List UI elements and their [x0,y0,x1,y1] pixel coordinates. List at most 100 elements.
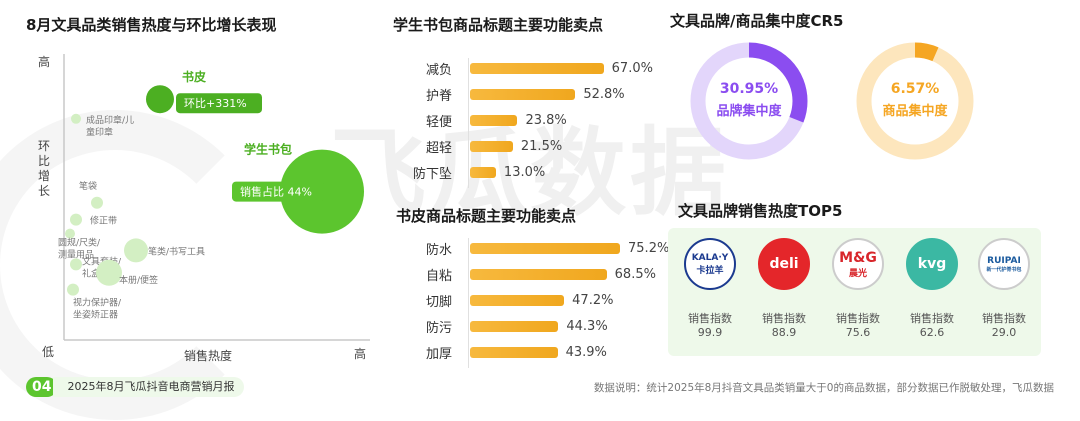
brand-logo-text: kvg [917,256,947,272]
footer-badge: 04 2025年8月飞瓜抖音电商营销月报 [26,377,245,397]
x-high-label: 高 [354,346,366,361]
bar [470,114,518,126]
bar-category-label: 超轻 [425,140,452,156]
bar-row: 防水 75.2% [426,238,670,258]
x-axis-label: 销售热度 [184,348,232,363]
scatter-point [65,228,75,239]
bar-category-label: 防水 [425,242,452,258]
bar-row: 自粘 68.5% [426,264,656,284]
scatter-point-label: 修正带 [90,215,117,227]
bar [470,166,496,178]
bar-value-label: 47.2% [572,292,614,308]
scatter-callout-box [176,93,262,114]
cr5-title: 文具品牌/商品集中度CR5 [670,12,844,30]
bar-category-label: 护脊 [425,88,452,104]
brand-metric-value: 99.9 [697,326,723,339]
brand-metric-label: 销售指数 [982,312,1026,325]
brand-logo: M&G 晨光 [832,238,884,290]
scatter-point-label: 笔袋 [79,180,97,192]
brand-logo: deli [758,238,810,290]
scatter-point [67,283,79,296]
brand-card: RUIPAI 新一代护脊书包销售指数 29.0 [976,238,1032,339]
brand-logo: kvg [906,238,958,290]
bar [470,88,576,100]
brand-metric-value: 75.6 [845,326,871,339]
bar-category-label: 切脚 [425,294,452,310]
report-title: 2025年8月飞瓜抖音电商营销月报 [53,377,245,397]
scatter-callout-text: 销售占比 44% [240,185,312,199]
brand-logo-text: M&G [839,249,877,266]
product-donut-arc [856,42,974,160]
bar-category-label: 轻便 [425,114,452,130]
data-note: 数据说明：统计2025年8月抖音文具品类销量大于0的商品数据，部分数据已作脱敏处… [593,382,1054,394]
page-number: 04 [26,377,58,397]
brand-metric-value: 62.6 [919,326,945,339]
y-high-label: 高 [38,54,50,69]
bar-category-label: 减负 [425,62,452,78]
top5-title: 文具品牌销售热度TOP5 [678,202,843,220]
bar-value-label: 68.5% [614,266,656,282]
scatter-point-label: 学生书包 [244,142,292,157]
brand-metric-value: 29.0 [991,326,1017,339]
bar-value-label: 75.2% [628,240,670,256]
bags-bar-chart: 减负 67.0% 护脊 52.8% 轻便 23.8% 超轻 21.5% 防下坠 13.0% [413,58,690,188]
brand-logo-text: KALA·Y [691,252,729,263]
brand-card: M&G 晨光 销售指数 75.6 [830,238,886,339]
bar-row: 防下坠 13.0% [413,162,546,182]
bar-row: 轻便 23.8% [426,110,567,130]
scatter-point [91,196,103,209]
scatter-point [70,258,82,271]
bar-value-label: 52.8% [583,86,625,102]
bar-axis [468,58,469,188]
brand-logo-text: RUIPAI [987,255,1021,266]
product-concentration-label: 商品集中度 [882,104,948,119]
bar-value-label: 21.5% [520,138,563,154]
bar-row: 超轻 21.5% [426,136,563,156]
brand-concentration-label: 品牌集中度 [716,104,782,119]
brand-metric-label: 销售指数 [688,312,732,325]
scatter-point [96,259,122,286]
bar-value-label: 67.0% [611,60,653,76]
scatter-title: 8月文具品类销售热度与环比增长表现 [26,16,277,34]
scatter-point-label: 成品印章/儿童印章 [86,114,134,138]
brand-metric-label: 销售指数 [762,312,806,325]
bar-category-label: 防下坠 [412,166,452,182]
brand-card: deli 销售指数 88.9 [756,238,812,339]
product-concentration-donut: 6.57% 商品集中度 [852,38,978,164]
scatter-point-label: 圆规/尺类/测量用品 [58,237,101,261]
brand-donut-svg [690,42,808,160]
scatter-point [70,213,82,226]
bags-title: 学生书包商品标题主要功能卖点 [393,16,604,34]
x-low-label: 低 [42,345,54,359]
bar [470,140,513,152]
scatter-chart: 低高销售热度高环比增长书皮环比+331%学生书包销售占比 44%成品印章/儿童印… [38,54,370,363]
bar-value-label: 43.9% [565,344,607,360]
bar [470,242,621,254]
scatter-point-label: 视力保护器/坐姿矫正器 [73,297,122,321]
brand-logo-subtext: 晨光 [848,268,867,279]
brand-metric-label: 销售指数 [910,312,954,325]
cover-bar-chart: 防水 75.2% 自粘 68.5% 切脚 47.2% 防污 44.3% 加厚 43.9% [426,238,690,368]
bar-value-label: 13.0% [503,164,546,180]
top5-panel: KALA·Y 卡拉羊 销售指数 99.9 deli 销售指数 88.9 M&G 晨光 销售指数 75… [668,228,1041,356]
scatter-point [146,85,174,114]
bar-category-label: 加厚 [425,346,452,362]
bar-value-label: 23.8% [525,112,567,128]
bar-row: 切脚 47.2% [426,290,614,310]
scatter-point [71,113,81,124]
bar [470,62,604,74]
bar-row: 加厚 43.9% [426,342,607,362]
brand-logo: KALA·Y 卡拉羊 [684,238,736,290]
brand-card: kvg 销售指数 62.6 [904,238,960,339]
brand-logo: RUIPAI 新一代护脊书包 [978,238,1030,290]
bar [470,268,607,280]
bar [470,346,558,358]
brand-logo-subtext: 新一代护脊书包 [986,266,1022,273]
bar-category-label: 防污 [425,320,452,336]
product-concentration-pct: 6.57% [890,81,940,97]
brand-logo-text: deli [769,256,799,272]
watermark-text: 飞瓜数据 [330,117,730,229]
brand-concentration-donut: 30.95% 品牌集中度 [686,38,812,164]
brand-donut-arc [690,42,808,160]
bar [470,320,559,332]
